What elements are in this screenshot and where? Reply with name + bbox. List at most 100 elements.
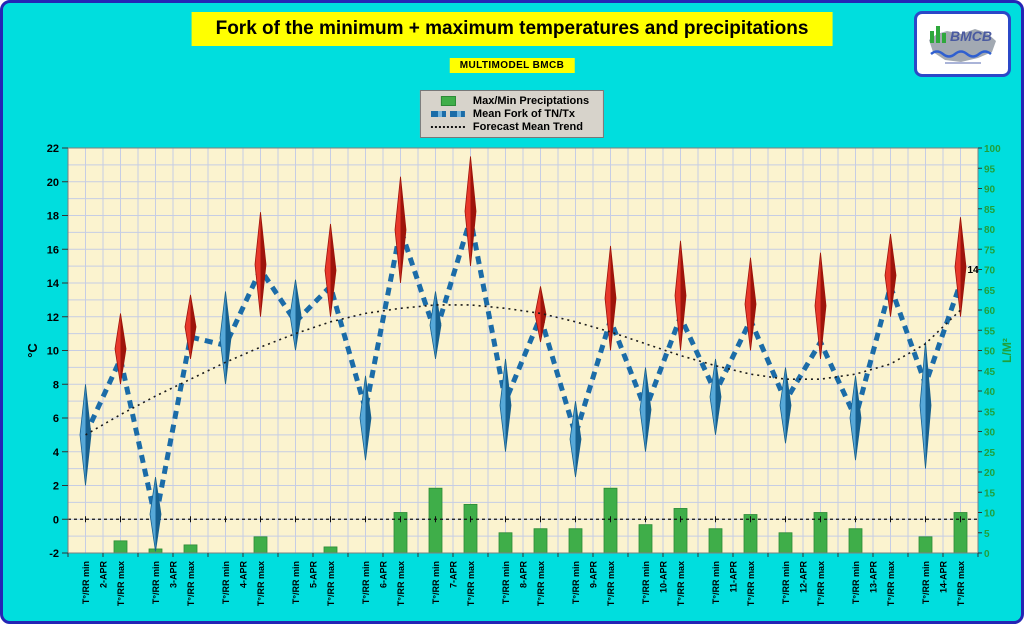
precip-bar xyxy=(638,524,653,554)
x-axis-label: T°/RR min xyxy=(921,561,931,604)
x-axis-label: 9-APR xyxy=(589,561,599,589)
x-axis-label: T°/RR min xyxy=(81,561,91,604)
x-axis-label: T°/RR min xyxy=(851,561,861,604)
max-fork-spike xyxy=(750,257,756,351)
svg-text:22: 22 xyxy=(47,143,59,155)
precip-bar xyxy=(253,536,268,554)
x-axis-label: T°/RR max xyxy=(536,561,546,606)
precip-bar xyxy=(778,532,793,554)
max-fork-spike xyxy=(470,156,476,267)
svg-text:45: 45 xyxy=(984,367,996,378)
min-fork-spike xyxy=(225,291,231,385)
svg-text:60: 60 xyxy=(984,306,996,317)
zero-axis xyxy=(68,516,978,523)
x-axis-label: T°/RR min xyxy=(501,561,511,604)
x-axis-label: T°/RR min xyxy=(151,561,161,604)
x-axis-label: T°/RR max xyxy=(466,561,476,606)
x-axis-label: T°/RR max xyxy=(116,561,126,606)
bmcb-logo: BMCB xyxy=(914,11,1011,77)
svg-text:10: 10 xyxy=(984,509,996,520)
dashed-line-swatch-icon xyxy=(430,111,465,117)
x-axis: T°/RR min 2-APR T°/RR max T°/RR min 3-APR T°/… xyxy=(67,553,979,606)
svg-text:16: 16 xyxy=(47,244,59,256)
svg-text:20: 20 xyxy=(47,177,59,189)
page-title: Fork of the minimum + maximum temperatur… xyxy=(191,12,833,46)
svg-text:0: 0 xyxy=(984,549,990,560)
min-fork-spike xyxy=(715,358,721,435)
min-fork-spike xyxy=(645,367,651,452)
legend-label-trend: Forecast Mean Trend xyxy=(472,121,583,133)
svg-text:70: 70 xyxy=(984,266,996,277)
svg-text:12: 12 xyxy=(47,312,59,324)
svg-text:18: 18 xyxy=(47,211,59,223)
svg-text:25: 25 xyxy=(984,448,996,459)
min-fork-spike xyxy=(785,367,791,444)
max-fork-spike xyxy=(610,245,616,351)
max-fork-spike xyxy=(540,286,546,343)
max-fork-spike xyxy=(260,212,266,317)
data-label: 14 xyxy=(968,265,980,276)
min-fork-spike xyxy=(435,291,441,359)
min-fork-spike xyxy=(925,342,931,469)
svg-text:55: 55 xyxy=(984,326,996,337)
svg-text:80: 80 xyxy=(984,225,996,236)
precip-bar xyxy=(323,546,338,554)
bmcb-logo-graphic: BMCB xyxy=(929,26,996,64)
precip-bar xyxy=(183,544,198,554)
svg-text:-2: -2 xyxy=(49,548,59,560)
min-fork-spike xyxy=(505,358,511,452)
min-fork-spike xyxy=(855,375,861,461)
max-fork-spike xyxy=(890,234,896,317)
logo-caption-line xyxy=(945,62,981,64)
x-axis-label: 14-APR xyxy=(939,561,949,594)
x-axis-label: T°/RR min xyxy=(431,561,441,604)
logo-bar-icon xyxy=(936,26,940,43)
left-axis-title: °C xyxy=(25,343,40,358)
precip-bar xyxy=(848,528,863,554)
max-fork-spike xyxy=(120,313,126,385)
legend: Max/Min Preciptations Mean Fork of TN/Tx… xyxy=(419,90,605,138)
max-fork-spike xyxy=(960,217,966,317)
max-fork-spike xyxy=(190,294,196,359)
annotations: 14 xyxy=(968,265,980,276)
chart-subtitle: MULTIMODEL BMCB xyxy=(449,58,575,73)
min-fork-spike xyxy=(575,401,581,478)
x-axis-label: T°/RR max xyxy=(396,561,406,606)
x-axis-label: T°/RR min xyxy=(781,561,791,604)
svg-text:65: 65 xyxy=(984,286,996,297)
x-axis-label: T°/RR min xyxy=(221,561,231,604)
right-axis: 0 5 10 15 20 25 30 35 40 45 50 55 60 65 70 75 80 85 90 95 10… xyxy=(978,144,1014,560)
x-axis-label: T°/RR min xyxy=(291,561,301,604)
svg-text:30: 30 xyxy=(984,428,996,439)
x-axis-label: T°/RR max xyxy=(606,561,616,606)
x-axis-label: 13-APR xyxy=(869,561,879,594)
dotted-line-swatch-icon xyxy=(430,126,465,128)
min-fork-spike xyxy=(155,477,161,552)
svg-text:85: 85 xyxy=(984,205,996,216)
legend-item-precipitations: Max/Min Preciptations xyxy=(431,95,589,107)
x-axis-label: T°/RR max xyxy=(746,561,756,606)
svg-text:6: 6 xyxy=(53,413,59,425)
svg-text:75: 75 xyxy=(984,245,996,256)
min-fork-spike xyxy=(85,384,91,486)
x-axis-label: T°/RR max xyxy=(886,561,896,606)
x-axis-label: T°/RR max xyxy=(956,561,966,606)
right-axis-title: L/M² xyxy=(1000,338,1014,363)
svg-text:10: 10 xyxy=(47,346,59,358)
x-axis-label: 5-APR xyxy=(309,561,319,589)
legend-label-precipitations: Max/Min Preciptations xyxy=(472,95,590,107)
x-axis-label: T°/RR max xyxy=(256,561,266,606)
svg-text:2: 2 xyxy=(53,481,59,493)
svg-text:8: 8 xyxy=(53,379,59,391)
precip-bar xyxy=(113,540,128,554)
x-axis-label: T°/RR min xyxy=(641,561,651,604)
legend-item-mean-fork: Mean Fork of TN/Tx xyxy=(430,108,589,120)
x-axis-label: T°/RR min xyxy=(571,561,581,604)
svg-text:5: 5 xyxy=(984,529,990,540)
logo-text: BMCB xyxy=(950,28,992,44)
x-axis-label: 8-APR xyxy=(519,561,529,589)
max-fork-spike xyxy=(400,176,406,283)
svg-text:90: 90 xyxy=(984,185,996,196)
max-fork-spike xyxy=(820,252,826,359)
